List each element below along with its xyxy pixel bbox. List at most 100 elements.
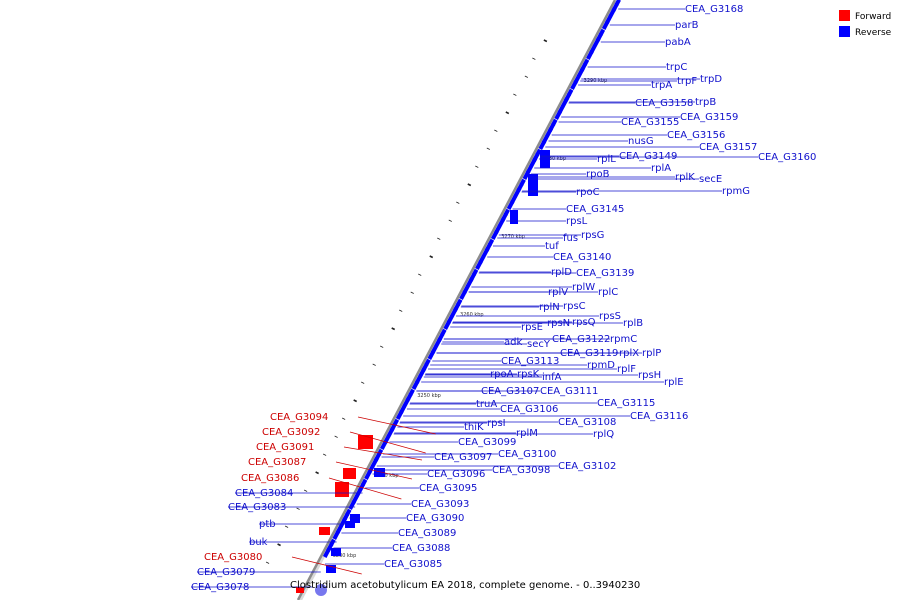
gene-block [538, 140, 547, 150]
gene-block [608, 7, 617, 18]
gene-label: rplM [516, 428, 538, 439]
gene-label: rpsQ [572, 317, 596, 328]
gene-label: rplX [619, 348, 639, 359]
legend: Forward Reverse [839, 10, 892, 38]
leader-line [328, 477, 402, 500]
gene-label: rpsS [599, 311, 621, 322]
gene-label: CEA_G3111 [540, 386, 598, 397]
scale-mark [296, 507, 300, 510]
gene-label: CEA_G3084 [235, 488, 293, 499]
gene-label: CEA_G3115 [597, 398, 655, 409]
gene-label: nusG [628, 136, 654, 147]
scale-mark [524, 75, 529, 78]
scale-mark [513, 93, 517, 96]
gene-block [315, 584, 327, 596]
scale-tick-label: 3240 kbp [375, 473, 399, 479]
scale-mark [456, 201, 460, 204]
gene-block [510, 210, 518, 224]
gene-label: rplB [623, 318, 643, 329]
gene-label: CEA_G3090 [406, 513, 464, 524]
gene-label: thiK [464, 422, 484, 433]
gene-block-forward [335, 482, 349, 497]
genome-axis [296, 0, 617, 600]
scale-tick-label: 3250 kbp [417, 393, 441, 399]
gene-blocks [296, 0, 621, 596]
gene-label: CEA_G3108 [558, 417, 616, 428]
gene-label: CEA_G3119 [560, 348, 618, 359]
gene-label: CEA_G3088 [392, 543, 450, 554]
gene-label: rpoA [490, 369, 514, 380]
gene-label: CEA_G3155 [621, 117, 679, 128]
gene-label: trpB [695, 97, 716, 108]
scale-mark [353, 399, 358, 403]
gene-label: CEA_G3106 [500, 404, 558, 415]
scale-mark [380, 345, 384, 348]
gene-label: CEA_G3145 [566, 204, 624, 215]
gene-label: CEA_G3094 [270, 412, 328, 423]
gene-labels: CEA_G3168 parB pabA trpC trpF trpD trpA CEA_G31… [191, 4, 816, 593]
gene-block [386, 427, 395, 438]
gene-label: CEA_G3098 [492, 465, 550, 476]
gene-label: rpsG [581, 230, 604, 241]
gene-label: adk [504, 337, 522, 348]
gene-label: rpsH [638, 370, 661, 381]
gene-block [427, 350, 436, 360]
gene-label: CEA_G3079 [197, 567, 255, 578]
scale-mark [265, 561, 270, 564]
gene-label: rplL [597, 154, 616, 165]
scale-mark [315, 471, 319, 475]
gene-block [459, 290, 468, 300]
scale-mark [505, 111, 510, 115]
gene-block [345, 521, 355, 528]
scale-mark [341, 417, 346, 420]
gene-block-forward [358, 435, 373, 449]
gene-label: CEA_G3102 [558, 461, 616, 472]
gene-label: fus [563, 233, 578, 244]
gene-block [449, 307, 458, 318]
gene-block [364, 470, 372, 480]
gene-label: rplD [551, 267, 572, 278]
gene-label: secY [527, 339, 551, 350]
gene-label: buk [249, 537, 268, 548]
label-leader-lines [191, 8, 758, 588]
gene-label: rpsL [566, 216, 588, 227]
gene-label: CEA_G3085 [384, 559, 442, 570]
scale-mark [429, 255, 434, 259]
gene-block [465, 277, 474, 288]
gene-label: CEA_G3095 [419, 483, 477, 494]
legend-reverse-swatch [839, 26, 850, 37]
gene-block [529, 157, 538, 168]
scale-mark [494, 129, 498, 132]
gene-label: CEA_G3083 [228, 502, 286, 513]
scale-mark [334, 435, 338, 438]
scale-mark [532, 57, 536, 60]
gene-label: tuf [545, 241, 559, 252]
gene-label: CEA_G3159 [680, 112, 738, 123]
scale-mark [410, 291, 414, 294]
gene-label: CEA_G3122 [552, 334, 610, 345]
leader-line [349, 431, 426, 454]
gene-label: parB [675, 20, 699, 31]
gene-label: rpmC [610, 334, 637, 345]
gene-label: CEA_G3139 [576, 268, 634, 279]
gene-label: CEA_G3149 [619, 151, 677, 162]
gene-block [443, 320, 452, 330]
scale-mark [486, 147, 490, 150]
scale-mark [418, 273, 422, 276]
gene-block [481, 247, 490, 258]
gene-block [374, 468, 385, 477]
outer-scale-marks [265, 39, 548, 564]
gene-label: CEA_G3116 [630, 411, 688, 422]
gene-block [528, 174, 538, 196]
gene-block [497, 217, 506, 228]
gene-block [380, 440, 388, 450]
gene-label: rpsI [487, 418, 506, 429]
gene-block [370, 457, 379, 468]
gene-label: infA [542, 372, 562, 383]
gene-block [576, 67, 585, 78]
gene-label: CEA_G3100 [498, 449, 556, 460]
gene-block [331, 548, 341, 556]
gene-label: rplV [548, 287, 568, 298]
scale-mark [475, 165, 479, 168]
scale-mark [277, 543, 281, 547]
